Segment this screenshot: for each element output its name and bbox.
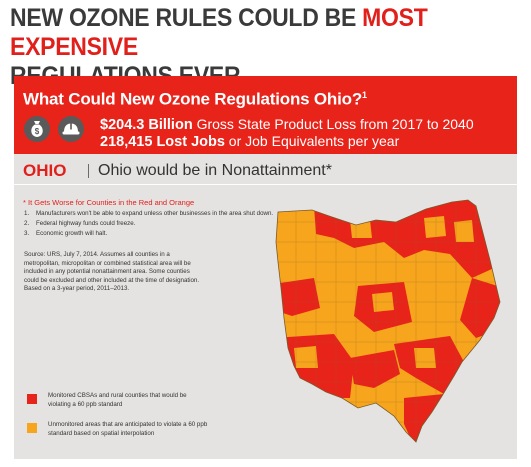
list-item-number: 2. (24, 220, 30, 227)
list-item-text: Federal highway funds could freeze. (36, 220, 136, 227)
lost-jobs-value: 218,415 Lost Jobs (100, 134, 225, 150)
banner-title-text: What Could New Ozone Regulations Ohio? (23, 89, 362, 109)
hard-hat-icon (58, 116, 84, 142)
list-item: 2. Federal highway funds could freeze. (24, 219, 273, 229)
ohio-county-map (254, 198, 519, 453)
state-header: OHIO Ohio would be in Nonattainment* (14, 158, 517, 184)
banner-title-footnote: 1 (362, 90, 367, 100)
svg-text:$: $ (35, 127, 40, 136)
lost-jobs-text: or Job Equivalents per year (224, 133, 400, 149)
worse-title: * It Gets Worse for Counties in the Red … (23, 198, 195, 207)
lost-jobs-stat: 218,415 Lost Jobs or Job Equivalents per… (100, 133, 399, 151)
list-item-text: Economic growth will halt. (36, 230, 108, 237)
list-item: 3. Economic growth will halt. (24, 229, 273, 239)
legend-swatch-orange (27, 423, 37, 433)
state-name: OHIO (23, 161, 67, 180)
headline-highlight: MOST EXPENSIVE (10, 4, 428, 61)
legend-text: Unmonitored areas that are anticipated t… (48, 421, 208, 437)
headline-line-1: NEW OZONE RULES COULD BE MOST EXPENSIVE (10, 4, 525, 62)
list-item-text: Manufacturers won't be able to expand un… (36, 210, 274, 217)
infographic-panel: What Could New Ozone Regulations Ohio?1 … (14, 76, 517, 459)
nonattainment-subtitle: Ohio would be in Nonattainment* (98, 162, 332, 179)
list-item-number: 3. (24, 230, 30, 237)
section-divider (14, 184, 517, 185)
gsp-loss-text: Gross State Product Loss from 2017 to 20… (192, 116, 474, 132)
gsp-loss-stat: $204.3 Billion Gross State Product Loss … (100, 116, 474, 134)
banner-title: What Could New Ozone Regulations Ohio?1 (23, 85, 367, 110)
list-item: 1. Manufacturers won't be able to expand … (24, 209, 273, 219)
state-divider (88, 164, 89, 178)
legend-swatch-red (27, 394, 37, 404)
headline-line-1-prefix: NEW OZONE RULES COULD BE (10, 4, 363, 32)
source-note: Source: URS, July 7, 2014. Assumes all c… (24, 251, 200, 293)
gsp-loss-value: $204.3 Billion (100, 117, 193, 133)
list-item-number: 1. (24, 210, 30, 217)
consequence-list: 1. Manufacturers won't be able to expand … (24, 209, 273, 239)
stats-banner: What Could New Ozone Regulations Ohio?1 … (14, 76, 517, 154)
legend-text: Monitored CBSAs and rural counties that … (48, 392, 187, 408)
money-bag-icon: $ (24, 116, 50, 142)
